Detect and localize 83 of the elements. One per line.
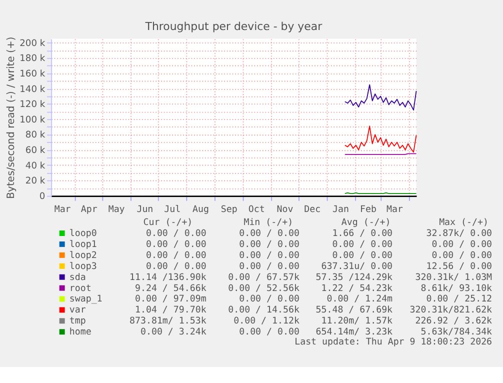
text: 0.00 / 0.00 (146, 250, 206, 261)
y-tick-label: 40 k (25, 161, 46, 172)
legend-label: loop1 (69, 240, 97, 250)
text: 0.00 / 0.00 (432, 240, 492, 250)
x-tick-label: Oct (248, 204, 265, 215)
legend-label: root (69, 284, 92, 294)
text: 0.00 / 14.56k (228, 306, 300, 316)
y-tick-label: 20 k (25, 176, 46, 187)
text: 873.81m/ 1.53k (130, 316, 207, 327)
text: Last update: Thu Apr 9 18:00:23 2026 (294, 338, 492, 348)
y-tick-label: 140 k (20, 84, 46, 95)
x-tick-label: Jun (136, 204, 154, 215)
text: 0.00 / 1.12k (234, 316, 300, 327)
legend-label: loop3 (69, 262, 97, 272)
x-tick-label: Apr (80, 204, 98, 215)
y-tick-label: 60 k (25, 146, 46, 156)
text: 0.00 / 0.00 (146, 228, 206, 239)
y-tick-label: 100 k (20, 115, 46, 126)
text: 57.35 /124.29k (316, 272, 394, 283)
line-series (344, 126, 417, 153)
text: 0.00 / 0.00 (332, 240, 393, 250)
y-tick-label: 0 (39, 192, 46, 202)
text: 32.87k/ 0.00 (426, 228, 492, 239)
text: 0.00 / 0.00 (239, 250, 300, 261)
text: 0.00 / 0.00 (432, 250, 492, 261)
text: 320.31k/821.62k (410, 306, 493, 316)
text: 0.00 / 0.00 (146, 240, 206, 250)
x-tick-label: Mar (54, 204, 72, 215)
text: 0.00 / 52.56k (228, 284, 300, 294)
text: 1.66 / 0.00 (332, 228, 393, 239)
text: 8.61k/ 93.10k (420, 284, 493, 294)
text: Min (-/+) (244, 218, 294, 228)
chart-title: Throughput per device - by year (144, 20, 323, 33)
text: 11.20m/ 1.57k (321, 316, 394, 327)
text: Max (-/+) (439, 218, 488, 228)
legend-label: swap_1 (69, 294, 102, 305)
text: 1.04 / 79.70k (135, 306, 207, 316)
x-tick-label: May (108, 204, 126, 215)
x-tick-label: Feb (360, 204, 376, 215)
text: 0.00 / 67.57k (228, 272, 300, 283)
text: 226.92 / 3.62k (415, 316, 493, 327)
text: 0.00 / 0.00 (239, 240, 300, 250)
x-tick-label: Aug (192, 204, 209, 215)
y-tick-label: 200 k (20, 38, 46, 49)
text: 0.00 / 0.00 (239, 294, 300, 305)
legend-label: sda (69, 272, 86, 283)
x-tick-label: Nov (276, 204, 294, 215)
legend-label: tmp (69, 316, 86, 327)
legend-label: home (69, 328, 92, 338)
line-series (344, 84, 417, 110)
y-axis-title: Bytes/second read (-) / write (+) (6, 36, 18, 199)
text: 320.31k/ 1.03M (415, 272, 493, 283)
text: 55.48 / 67.69k (316, 306, 394, 316)
text: 0.00 / 0.00 (332, 250, 393, 261)
y-tick-label: 160 k (20, 69, 46, 80)
text: Avg (-/+) (341, 218, 391, 228)
y-tick-label: 80 k (25, 130, 46, 141)
x-tick-label: Sep (220, 204, 238, 215)
legend-label: var (69, 306, 86, 316)
text: 5.63k/784.34k (420, 328, 493, 338)
text: 0.00 / 0.00 (146, 262, 206, 272)
text: 0.00 / 0.00 (239, 328, 300, 338)
x-tick-label: Dec (304, 204, 321, 215)
text: Cur (-/+) (143, 218, 193, 228)
text: 9.24 / 54.66k (135, 284, 207, 294)
text: 1.22 / 54.23k (321, 284, 394, 294)
text: 0.00 / 1.24m (326, 294, 394, 305)
legend-label: loop2 (69, 250, 97, 261)
text: 654.14m/ 3.23k (316, 328, 394, 338)
legend-label: loop0 (69, 228, 97, 239)
y-tick-label: 180 k (20, 54, 46, 64)
text: 0.00 / 0.00 (239, 228, 300, 239)
x-tick-label: Jan (332, 204, 349, 215)
text: 11.14 /136.90k (130, 272, 207, 283)
y-tick-label: 120 k (20, 100, 46, 110)
text: 637.31u/ 0.00 (321, 262, 393, 272)
text: 0.00 / 97.09m (135, 294, 207, 305)
text: 12.56 / 0.00 (426, 262, 492, 272)
x-tick-label: Jul (164, 204, 181, 215)
text: 0.00 / 25.12 (426, 294, 492, 305)
text: 0.00 / 0.00 (239, 262, 300, 272)
text: 0.00 / 3.24k (140, 328, 207, 338)
x-tick-label: Mar (386, 204, 404, 215)
